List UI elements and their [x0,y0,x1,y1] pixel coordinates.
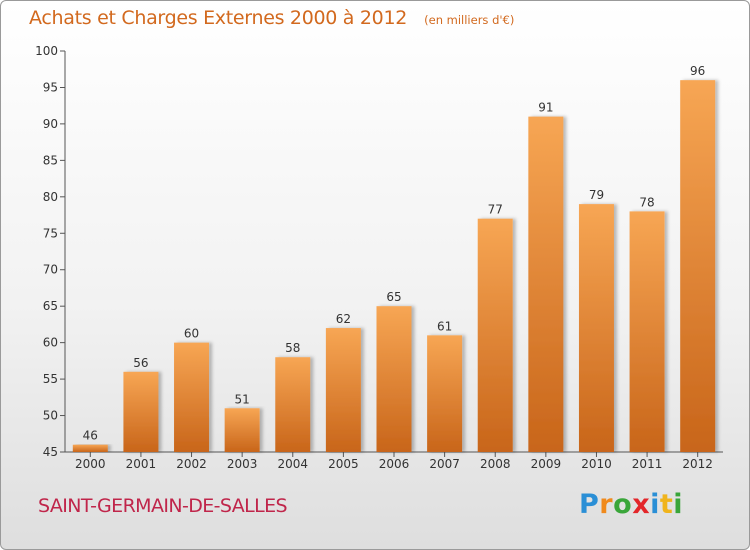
y-tick-label: 70 [43,263,58,277]
x-tick-label: 2011 [632,457,663,471]
bar [680,80,716,452]
bar [629,211,665,452]
bar [477,218,513,452]
x-tick-label: 2000 [75,457,106,471]
bar-value-label: 56 [133,356,148,370]
bar-value-label: 78 [639,195,654,209]
y-tick-label: 45 [43,445,58,459]
bar-value-label: 46 [83,429,98,443]
bar-value-label: 51 [235,392,250,406]
logo-letter: x [632,489,651,520]
bar-value-label: 62 [336,312,351,326]
y-tick-label: 60 [43,336,58,350]
bar [528,116,564,453]
x-tick-label: 2003 [227,457,258,471]
bar-value-label: 60 [184,327,199,341]
logo-letter: P [579,489,600,520]
chart-title-main: Achats et Charges Externes 2000 à 2012 [29,7,408,29]
y-tick-label: 85 [43,153,58,167]
bar-value-label: 58 [285,341,300,355]
x-tick-label: 2002 [176,457,207,471]
bar-value-label: 77 [488,203,503,217]
bar [224,408,260,452]
y-tick-label: 75 [43,226,58,240]
proxiti-logo[interactable]: Proxiti [579,489,683,520]
bar [578,204,614,452]
bar-value-label: 91 [538,101,553,115]
y-tick-label: 100 [35,44,58,58]
x-tick-label: 2001 [126,457,157,471]
logo-letter: r [599,489,614,520]
x-tick-label: 2005 [328,457,359,471]
x-tick-label: 2004 [277,457,308,471]
y-tick-label: 50 [43,409,58,423]
bar [376,306,412,452]
logo-letter: o [613,489,633,520]
bar [275,357,311,452]
bar [174,342,210,452]
x-tick-label: 2008 [480,457,511,471]
y-tick-label: 90 [43,117,58,131]
bar [123,371,159,452]
chart-title: Achats et Charges Externes 2000 à 2012 (… [29,7,514,29]
bar-value-label: 96 [690,64,705,78]
bar-value-label: 61 [437,319,452,333]
x-tick-label: 2012 [682,457,713,471]
y-tick-label: 80 [43,190,58,204]
x-tick-label: 2009 [531,457,562,471]
x-tick-label: 2010 [581,457,612,471]
y-tick-label: 65 [43,299,58,313]
bar [72,444,108,452]
logo-letter: t [659,489,674,520]
y-tick-label: 95 [43,80,58,94]
commune-name: SAINT-GERMAIN-DE-SALLES [38,495,288,517]
x-tick-label: 2007 [429,457,460,471]
bar [427,335,463,452]
x-tick-label: 2006 [379,457,410,471]
logo-letter: i [673,489,684,520]
chart-title-unit: (en milliers d'€) [424,13,515,27]
bar-value-label: 79 [589,188,604,202]
logo-letter: i [650,489,660,520]
y-tick-label: 55 [43,372,58,386]
bar [325,328,361,452]
chart-bars: 46 56 60 51 58 62 65 61 77 91 79 78 96 [72,64,716,453]
bar-value-label: 65 [386,290,401,304]
